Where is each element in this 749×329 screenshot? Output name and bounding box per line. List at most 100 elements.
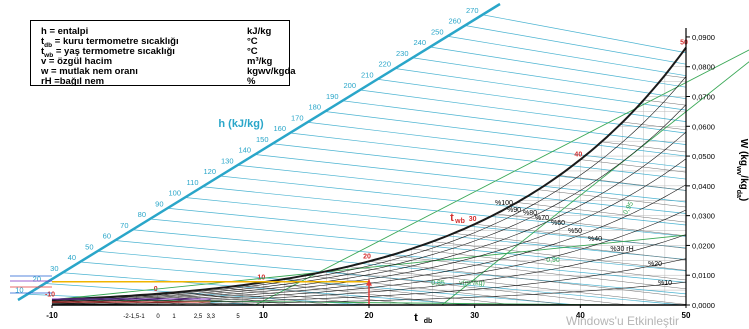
legend-symbol: t: [41, 46, 45, 57]
enthalpy-tick-label: 200: [343, 81, 356, 90]
wet-bulb-label: t: [450, 212, 454, 224]
axes: -10 10 20 30 40 50-2 -1,5 -1 0 1 2,5 3,3 5 t db0,00000…: [46, 28, 749, 325]
enthalpy-line: [377, 78, 687, 122]
wet-bulb-line: [263, 282, 465, 306]
legend-unit: °C: [247, 36, 258, 47]
rh-label: %40: [588, 236, 602, 243]
enthalpy-tick-label: 150: [256, 135, 269, 144]
rh-label: %100: [495, 200, 513, 207]
rh-label: %30 rH: [610, 246, 633, 253]
enthalpy-line: [447, 35, 687, 77]
enthalpy-tick-label: 90: [155, 199, 163, 208]
x-axis-minor-tick-label: -1,5: [129, 314, 140, 320]
wet-bulb-line: [368, 261, 687, 298]
rh-label: %90: [507, 207, 521, 214]
relative-humidity-curves: %100%90 %80%70%60%50%40%30 rH%20%10: [51, 76, 687, 305]
enthalpy-tick-label: 260: [448, 17, 461, 26]
wet-bulb-line: [580, 159, 687, 173]
gridlines: [51, 47, 687, 305]
rh-curve: [51, 104, 687, 302]
legend-text: = özgül hacim: [46, 56, 113, 67]
legend-row-enthalpy: h = entalpi kJ/kg: [41, 26, 271, 37]
wet-bulb-line: [474, 223, 687, 249]
legend-unit: kJ/kg: [247, 26, 272, 37]
enthalpy-line: [167, 207, 687, 260]
y-axis-tick-label: 0,0100: [692, 271, 715, 280]
wet-bulb-line: [601, 141, 687, 153]
y-axis-tick-label: 0,0500: [692, 152, 715, 161]
enthalpy-line: [254, 154, 687, 203]
legend-symbol: rH: [41, 76, 52, 87]
enthalpy-tick-label: 140: [238, 146, 251, 155]
rh-label: %80: [523, 210, 537, 217]
enthalpy-tick-label: 220: [378, 60, 391, 69]
enthalpy-tick-label: 70: [120, 221, 128, 230]
legend-symbol: t: [41, 36, 45, 47]
legend-row-relative-humidity: rH =bağıl nem %: [41, 76, 255, 87]
wet-bulb-value-label: 40: [574, 152, 582, 159]
legend-row-volume: v = özgül hacim m³/kg: [41, 56, 272, 67]
legend-symbol: h: [41, 26, 47, 37]
enthalpy-tick-label: 270: [466, 6, 479, 15]
wet-bulb-line: [664, 75, 687, 79]
x-axis-minor-tick-label: 1: [172, 314, 176, 320]
enthalpy-line: [394, 68, 687, 111]
volume-label: 0,85: [431, 280, 445, 287]
enthalpy-line: [289, 132, 687, 180]
x-axis-label-sub: db: [424, 318, 433, 325]
enthalpy-tick-label: 100: [168, 189, 181, 198]
y-axis-tick-label: 0,0200: [692, 241, 715, 250]
wet-bulb-value-label: 10: [257, 274, 265, 281]
windows-activation-watermark: Windows'u Etkinleştir: [566, 314, 679, 328]
volume-label: 0,90: [546, 257, 560, 264]
wet-bulb-line: [559, 175, 687, 191]
enthalpy-line: [79, 261, 578, 306]
wet-bulb-line: [326, 270, 629, 306]
rh-curve: [51, 158, 687, 303]
enthalpy-tick-label: 60: [103, 232, 111, 241]
legend-text: = mutlak nem oranı: [48, 66, 138, 77]
legend-text: = yaş termometre sıcaklığı: [53, 46, 175, 57]
rh-label: %50: [568, 228, 582, 235]
x-axis-tick-label: -10: [46, 311, 58, 320]
enthalpy-line: [412, 57, 687, 100]
wet-bulb-line: [432, 241, 687, 271]
rh-label: %10: [658, 280, 672, 287]
wet-bulb-line: [284, 278, 516, 306]
x-axis-tick-label: 20: [365, 311, 374, 320]
x-axis-minor-tick-label: 0: [156, 314, 160, 320]
enthalpy-line: [184, 197, 687, 249]
enthalpy-tick-label: 170: [291, 113, 304, 122]
enthalpy-tick-label: 20: [33, 275, 41, 284]
x-axis-tick-label: 10: [259, 311, 268, 320]
rh-label: %20: [648, 261, 662, 268]
wet-bulb-label-sub: wb: [454, 218, 465, 225]
volume-label: 0,95: [622, 201, 635, 216]
process-marks: [10, 275, 372, 305]
enthalpy-tick-label: 190: [326, 92, 339, 101]
enthalpy-tick-label: 80: [138, 210, 146, 219]
legend-row-dry-bulb: tdb = kuru termometre sıcaklığı °C: [41, 36, 258, 49]
enthalpy-line: [359, 89, 687, 134]
legend-unit: m³/kg: [247, 56, 273, 67]
x-axis-tick-label: 50: [682, 311, 691, 320]
legend-unit: °C: [247, 46, 258, 57]
enthalpy-tick-label: 180: [308, 103, 321, 112]
y-axis-tick-label: 0,0300: [692, 212, 715, 221]
y-axis-tick-label: 0,0700: [692, 93, 715, 102]
wet-bulb-value-label: 20: [363, 253, 371, 260]
enthalpy-line: [429, 46, 687, 88]
rh-curve: [51, 131, 687, 302]
y-axis-tick-label: 0,0600: [692, 122, 715, 131]
enthalpy-line: [324, 111, 687, 157]
x-axis-minor-tick-label: -2: [123, 314, 129, 320]
enthalpy-tick-label: 40: [68, 253, 76, 262]
x-axis-minor-tick-label: 5: [236, 314, 240, 320]
saturation-curve: [51, 47, 687, 301]
enthalpy-tick-label: 30: [50, 264, 58, 273]
x-axis-tick-label: 30: [470, 311, 479, 320]
enthalpy-line: [114, 240, 687, 295]
x-axis-minor-tick-label: -1: [139, 314, 145, 320]
y-axis-label: W (kgwv/kgda): [736, 139, 749, 202]
